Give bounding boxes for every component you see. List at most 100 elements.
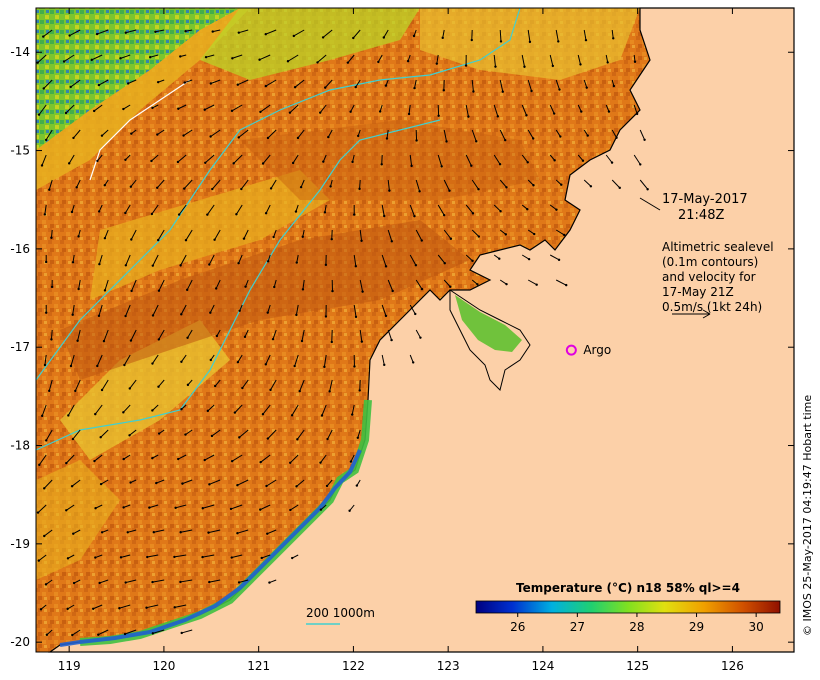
velocity-arrow bbox=[240, 179, 249, 190]
velocity-arrow-head bbox=[180, 408, 183, 411]
velocity-arrow-head bbox=[97, 83, 101, 87]
velocity-arrow bbox=[243, 229, 249, 239]
velocity-arrow-head bbox=[445, 140, 448, 143]
velocity-arrow-head bbox=[43, 363, 47, 367]
velocity-arrow bbox=[265, 354, 271, 365]
velocity-arrow-head bbox=[356, 134, 360, 138]
velocity-arrow-head bbox=[157, 289, 161, 292]
velocity-arrow-head bbox=[269, 388, 272, 392]
velocity-arrow-head bbox=[124, 158, 127, 162]
velocity-arrow bbox=[104, 229, 109, 239]
velocity-arrow-head bbox=[65, 509, 68, 512]
velocity-arrow-head bbox=[355, 484, 359, 487]
colorbar-title: Temperature (°C) n18 58% ql>=4 bbox=[516, 581, 740, 595]
velocity-arrow bbox=[43, 529, 53, 537]
velocity-arrow bbox=[73, 529, 81, 535]
velocity-arrow bbox=[549, 204, 557, 211]
velocity-arrow-head bbox=[151, 580, 154, 584]
velocity-arrow-head bbox=[442, 213, 446, 217]
velocity-arrow-head bbox=[94, 556, 97, 559]
velocity-arrow bbox=[65, 104, 75, 114]
velocity-arrow-head bbox=[464, 64, 468, 67]
velocity-arrow bbox=[38, 454, 47, 466]
velocity-arrow-head bbox=[118, 607, 121, 610]
velocity-arrow-head bbox=[151, 409, 154, 412]
velocity-arrow bbox=[174, 554, 187, 558]
velocity-arrow-head bbox=[559, 135, 562, 138]
velocity-arrow bbox=[555, 129, 561, 137]
velocity-arrow-head bbox=[331, 289, 334, 293]
velocity-arrow-head bbox=[123, 363, 126, 367]
colorbar-tick-label: 29 bbox=[689, 620, 704, 634]
velocity-arrow bbox=[521, 254, 530, 260]
velocity-arrow-head bbox=[99, 436, 102, 439]
velocity-arrow-head bbox=[348, 509, 351, 512]
velocity-arrow-head bbox=[383, 214, 386, 218]
velocity-arrow-head bbox=[45, 633, 49, 636]
velocity-arrow-head bbox=[232, 162, 235, 165]
velocity-arrow-head bbox=[527, 257, 531, 261]
velocity-arrow-head bbox=[412, 34, 416, 38]
velocity-arrow bbox=[48, 379, 53, 391]
velocity-arrow bbox=[555, 229, 565, 236]
velocity-arrow bbox=[152, 629, 165, 634]
velocity-arrow bbox=[443, 129, 448, 142]
velocity-arrow-head bbox=[358, 187, 361, 191]
velocity-arrow bbox=[292, 154, 299, 164]
velocity-arrow-head bbox=[151, 106, 154, 110]
velocity-arrow-head bbox=[319, 111, 322, 114]
velocity-arrow bbox=[156, 479, 165, 484]
velocity-arrow bbox=[289, 104, 299, 114]
velocity-arrow-head bbox=[496, 115, 500, 118]
velocity-arrow-head bbox=[475, 140, 478, 143]
velocity-arrow-head bbox=[236, 83, 239, 86]
velocity-arrow-head bbox=[288, 111, 292, 114]
velocity-arrow-head bbox=[45, 439, 48, 442]
velocity-arrow bbox=[442, 29, 445, 38]
velocity-arrow-head bbox=[419, 336, 422, 339]
velocity-arrow-head bbox=[435, 62, 439, 65]
velocity-arrow-head bbox=[349, 110, 352, 113]
velocity-arrow bbox=[351, 404, 355, 415]
velocity-arrow bbox=[302, 279, 305, 290]
x-axis: 119 120 121 122 123 124 125 126 bbox=[58, 8, 744, 673]
x-tick-label: 125 bbox=[626, 659, 649, 673]
velocity-arrow bbox=[98, 79, 109, 86]
velocity-arrow bbox=[381, 254, 387, 267]
velocity-arrow bbox=[415, 279, 423, 290]
velocity-arrow-head bbox=[173, 606, 176, 609]
velocity-arrow-head bbox=[177, 457, 180, 461]
velocity-arrow bbox=[605, 54, 609, 63]
velocity-arrow-head bbox=[65, 461, 68, 465]
velocity-arrow bbox=[180, 579, 193, 583]
velocity-arrow bbox=[239, 429, 249, 438]
argo-marker[interactable] bbox=[565, 344, 577, 356]
velocity-arrow bbox=[387, 179, 390, 191]
velocity-arrow-head bbox=[319, 461, 322, 464]
velocity-arrow bbox=[386, 129, 389, 139]
x-tick-label: 126 bbox=[721, 659, 744, 673]
velocity-arrow-head bbox=[146, 555, 149, 559]
velocity-arrow-head bbox=[260, 556, 263, 560]
velocity-arrow bbox=[359, 229, 363, 241]
velocity-arrow bbox=[265, 79, 277, 87]
velocity-arrow-head bbox=[209, 135, 212, 138]
velocity-arrow-head bbox=[272, 235, 275, 239]
velocity-arrow bbox=[605, 154, 613, 163]
velocity-arrow-head bbox=[324, 263, 328, 267]
velocity-arrow-head bbox=[358, 389, 361, 392]
velocity-arrow bbox=[359, 179, 361, 189]
velocity-arrow bbox=[359, 329, 363, 342]
velocity-arrow-head bbox=[499, 40, 503, 43]
velocity-arrow bbox=[155, 29, 165, 33]
velocity-arrow-head bbox=[100, 388, 104, 392]
sst-band-sw bbox=[36, 460, 120, 580]
velocity-arrow-head bbox=[72, 532, 75, 535]
timestamp-annotation: 17-May-2017 21:48Z bbox=[639, 192, 748, 223]
velocity-arrow bbox=[72, 429, 81, 440]
sst-cloud-zone bbox=[36, 8, 240, 150]
velocity-arrow-head bbox=[129, 481, 132, 484]
velocity-arrow-head bbox=[320, 414, 324, 417]
velocity-arrow-head bbox=[173, 555, 176, 559]
velocity-arrow-head bbox=[150, 159, 153, 163]
